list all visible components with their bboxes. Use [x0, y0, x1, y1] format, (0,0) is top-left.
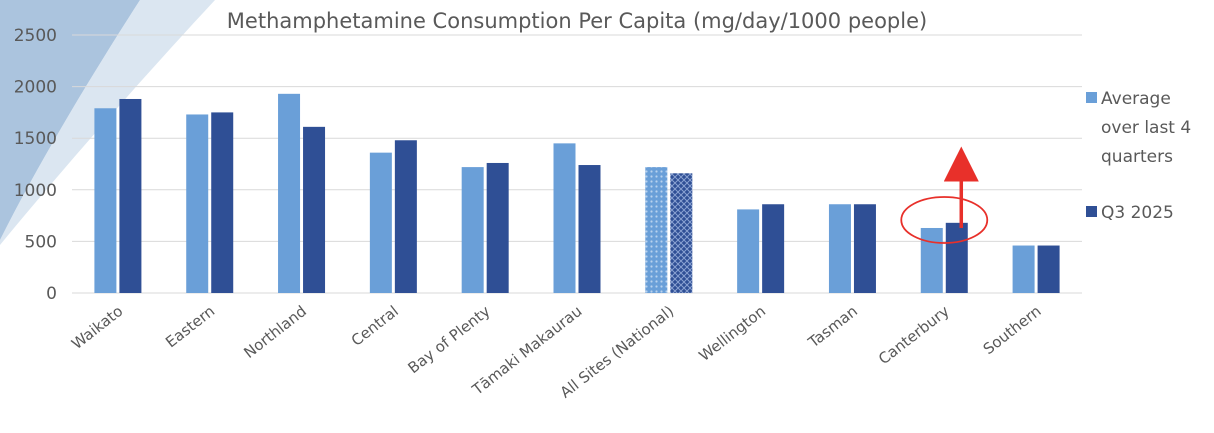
legend-label: Average — [1101, 89, 1171, 109]
legend-swatch — [1086, 92, 1097, 103]
y-axis-ticks: 0 500 1000 1500 2000 2500 — [14, 26, 57, 304]
bar-average — [94, 108, 117, 293]
x-category-label: Canterbury — [875, 302, 953, 368]
y-tick-label: 0 — [46, 284, 57, 304]
bar-q3-2025 — [578, 165, 601, 293]
bars — [94, 93, 1060, 294]
y-tick-label: 2500 — [14, 26, 57, 46]
bar-average — [920, 227, 943, 293]
bar-average — [737, 209, 760, 293]
bar-q3-2025 — [1037, 245, 1060, 293]
x-category-label: Eastern — [162, 302, 218, 351]
x-category-label: Southern — [980, 302, 1045, 358]
chart-title: Methamphetamine Consumption Per Capita (… — [227, 9, 927, 33]
y-tick-label: 1000 — [14, 181, 57, 201]
x-category-label: Waikato — [68, 302, 126, 353]
bar-q3-2025 — [486, 162, 509, 293]
bar-q3-2025 — [119, 98, 142, 293]
grid-lines — [72, 34, 1082, 294]
bar-q3-2025 — [670, 173, 693, 293]
x-category-label: Tasman — [804, 302, 861, 352]
legend-swatch — [1086, 206, 1097, 217]
x-category-label: Northland — [240, 302, 310, 362]
bar-average — [645, 167, 668, 293]
legend: Average over last 4 quarters Q3 2025 — [1086, 89, 1191, 223]
corner-decoration — [0, 0, 140, 240]
bar-q3-2025 — [394, 140, 417, 293]
annotation-circle — [900, 196, 989, 244]
x-category-label: Central — [348, 302, 402, 350]
x-category-label: Wellington — [696, 302, 770, 365]
legend-label: quarters — [1101, 147, 1173, 167]
bar-average — [278, 93, 301, 293]
bar-average — [461, 167, 484, 293]
bar-average — [1012, 245, 1035, 293]
bar-average — [186, 114, 209, 294]
y-tick-label: 500 — [25, 232, 57, 252]
bar-average — [553, 143, 576, 293]
bar-q3-2025 — [211, 112, 234, 294]
bar-q3-2025 — [303, 126, 326, 294]
legend-label: Q3 2025 — [1101, 203, 1174, 223]
category-labels: Waikato Eastern Northland Central Bay of Ple… — [68, 302, 1044, 402]
x-category-label: Bay of Plenty — [405, 302, 494, 377]
annotation — [900, 146, 989, 244]
bar-q3-2025 — [762, 204, 785, 293]
bar-q3-2025 — [945, 222, 968, 293]
y-tick-label: 1500 — [14, 129, 57, 149]
bar-average — [828, 204, 851, 293]
bar-q3-2025 — [853, 204, 876, 293]
legend-label: over last 4 — [1101, 118, 1191, 138]
bar-average — [369, 152, 392, 293]
y-tick-label: 2000 — [14, 78, 57, 98]
